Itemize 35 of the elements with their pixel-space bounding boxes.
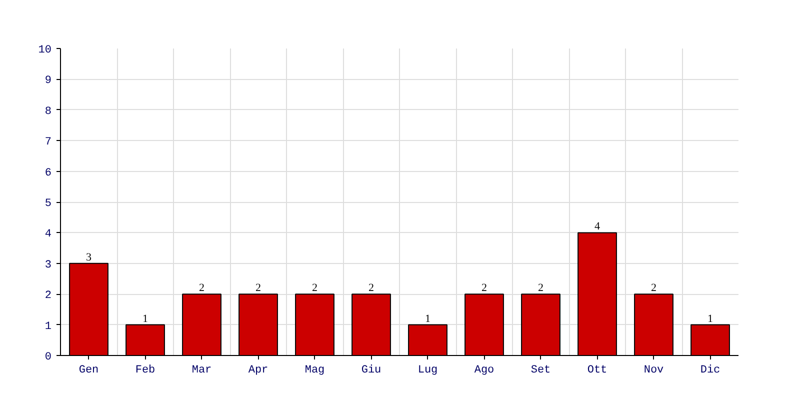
data-label: 1 [708, 312, 713, 325]
x-tick-label: Ott [587, 364, 608, 376]
data-label: 1 [142, 312, 148, 325]
x-tick-label: Feb [135, 364, 156, 376]
x-tick-label: Lug [418, 364, 438, 376]
data-label: 3 [86, 251, 92, 264]
data-label: 1 [425, 312, 430, 325]
y-tick-label: 5 [44, 198, 52, 210]
x-tick-label: Dic [700, 364, 720, 376]
data-label: 4 [594, 220, 600, 233]
data-label: 2 [368, 282, 374, 294]
data-label: 2 [312, 282, 318, 294]
y-tick-label: 0 [44, 352, 52, 364]
y-tick-label: 10 [38, 44, 52, 56]
data-label: 2 [651, 282, 656, 294]
y-tick-label: 1 [44, 320, 52, 333]
x-tick-label: Ago [474, 364, 494, 376]
data-label: 2 [482, 282, 487, 294]
data-label: 2 [199, 282, 204, 294]
y-tick-label: 4 [44, 228, 52, 241]
x-tick-label: Gen [78, 364, 99, 376]
y-tick-label: 3 [44, 259, 52, 272]
y-tick-label: 2 [44, 290, 52, 302]
y-tick-label: 9 [44, 75, 52, 88]
data-label: 2 [256, 282, 261, 294]
data-label: 2 [538, 282, 544, 294]
y-tick-label: 8 [44, 106, 52, 118]
x-tick-label: Giu [361, 364, 382, 376]
x-tick-label: Set [530, 364, 551, 376]
x-tick-label: Nov [644, 364, 664, 376]
x-tick-label: Mar [192, 364, 212, 376]
x-tick-label: Mag [304, 364, 325, 376]
y-tick-label: 6 [44, 167, 52, 180]
y-tick-label: 7 [44, 136, 52, 149]
x-tick-label: Apr [248, 364, 268, 376]
